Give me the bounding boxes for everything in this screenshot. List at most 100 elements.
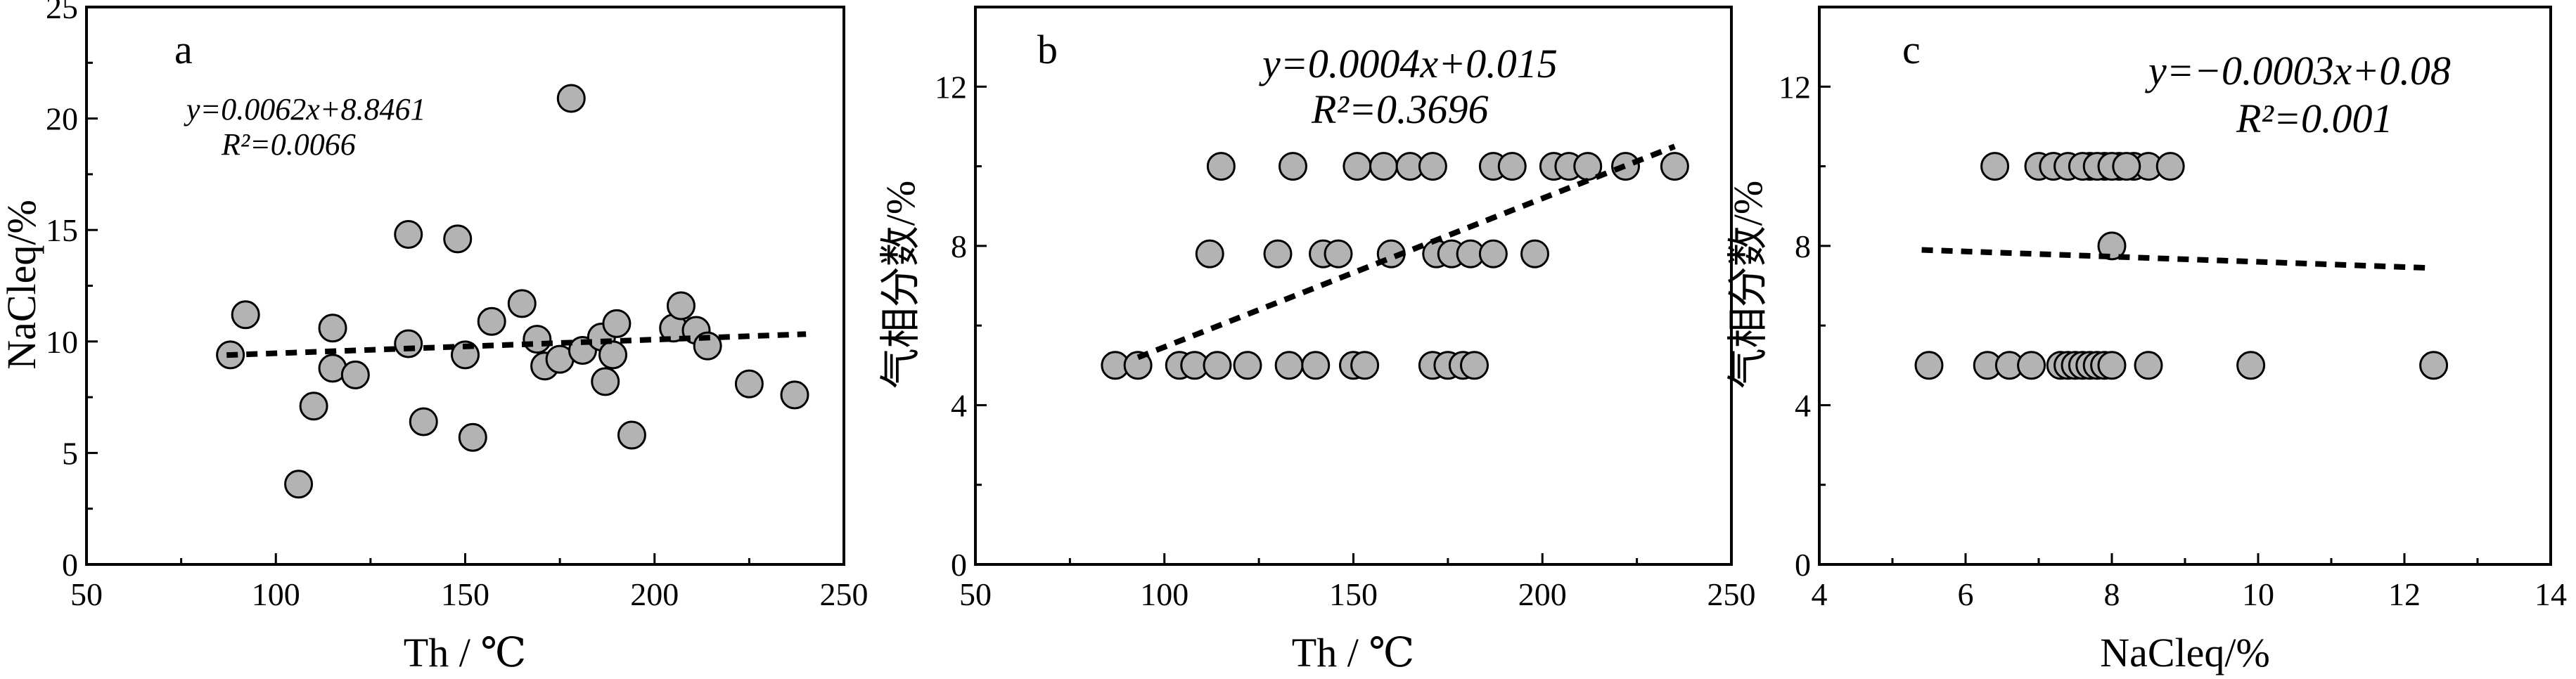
data-point-c bbox=[2112, 152, 2141, 181]
x-tick-label-c: 4 bbox=[1812, 576, 1828, 612]
data-point-b bbox=[1233, 351, 1262, 380]
scatter-points-c bbox=[1914, 152, 2449, 380]
scatter-points-b bbox=[1101, 152, 1689, 380]
x-tick-label-a: 100 bbox=[252, 576, 300, 612]
data-point-a bbox=[591, 367, 620, 396]
plot-frame-a bbox=[85, 6, 845, 566]
data-point-a bbox=[477, 306, 506, 336]
tick-group-a: 50 100 150 200 250 0 5 10 15 20 25 bbox=[46, 0, 869, 612]
x-tick-label-a: 150 bbox=[441, 576, 489, 612]
data-point-a bbox=[299, 392, 328, 421]
data-point-b bbox=[1123, 351, 1153, 380]
data-point-a bbox=[602, 309, 632, 338]
data-point-b bbox=[1520, 239, 1549, 269]
x-tick-label-a: 200 bbox=[630, 576, 679, 612]
data-point-a bbox=[284, 470, 314, 499]
y-tick-label-a: 5 bbox=[62, 435, 78, 471]
x-tick-label-c: 12 bbox=[2388, 576, 2421, 612]
data-point-c bbox=[2419, 351, 2449, 380]
y-tick-label-c: 0 bbox=[1795, 547, 1811, 583]
x-axis-title-c: NaCleq/% bbox=[2100, 630, 2270, 675]
data-point-c bbox=[2097, 351, 2127, 380]
data-point-b bbox=[1324, 239, 1353, 269]
data-point-b bbox=[1497, 152, 1527, 181]
data-point-b bbox=[1279, 152, 1307, 181]
trendline-group-a bbox=[226, 331, 807, 358]
r2-label-b: R²=0.3696 bbox=[1311, 86, 1488, 132]
y-tick-label-b: 0 bbox=[951, 547, 967, 583]
y-tick-label-c: 12 bbox=[1779, 69, 1811, 105]
panel-b: 50 100 150 200 250 0 4 8 12 b y=0.0004x+0.015 R²… bbox=[878, 6, 1756, 675]
x-tick-label-b: 200 bbox=[1518, 576, 1567, 612]
panel-letter-a: a bbox=[174, 27, 193, 72]
y-tick-label-a: 10 bbox=[46, 324, 78, 360]
data-point-a bbox=[394, 220, 423, 250]
y-tick-label-a: 25 bbox=[46, 0, 78, 25]
y-tick-label-b: 12 bbox=[935, 69, 967, 105]
data-point-b bbox=[1369, 152, 1398, 181]
trendline-a bbox=[226, 331, 807, 358]
data-point-a bbox=[734, 369, 764, 399]
data-point-a bbox=[666, 291, 696, 321]
data-point-a bbox=[617, 420, 646, 450]
y-axis-title-b: 气相分数/% bbox=[878, 181, 923, 389]
data-point-c bbox=[2155, 152, 2185, 181]
data-point-c bbox=[1980, 152, 2010, 181]
trendline-group-b bbox=[1136, 143, 1676, 361]
x-axis-title-b: Th / ℃ bbox=[1292, 630, 1414, 675]
data-point-c bbox=[2097, 231, 2127, 261]
data-point-a bbox=[409, 407, 438, 436]
equation-b: y=0.0004x+0.015 bbox=[1259, 41, 1558, 86]
data-point-a bbox=[598, 340, 628, 370]
data-point-b bbox=[1206, 152, 1236, 181]
y-tick-label-b: 8 bbox=[951, 228, 967, 264]
data-point-a bbox=[231, 300, 260, 330]
panel-letter-b: b bbox=[1037, 27, 1058, 72]
x-tick-label-c: 6 bbox=[1958, 576, 1974, 612]
data-point-a bbox=[340, 360, 370, 389]
data-point-b bbox=[1350, 351, 1380, 380]
data-point-b bbox=[1263, 239, 1293, 269]
data-point-b bbox=[1418, 152, 1447, 181]
x-tick-label-b: 100 bbox=[1140, 576, 1188, 612]
x-axis-title-a: Th / ℃ bbox=[404, 630, 526, 675]
r2-label-a: R²=0.0066 bbox=[221, 127, 356, 162]
data-point-a bbox=[394, 329, 423, 358]
x-tick-label-c: 14 bbox=[2535, 576, 2567, 612]
y-tick-label-a: 0 bbox=[62, 547, 78, 583]
panel-letter-c: c bbox=[1902, 27, 1921, 72]
trendline-group-c bbox=[1921, 247, 2427, 271]
y-axis-title-a: NaCleq/% bbox=[0, 200, 44, 370]
data-point-b bbox=[1195, 239, 1224, 269]
data-point-c bbox=[1914, 351, 1944, 380]
tick-group-b: 50 100 150 200 250 0 4 8 12 bbox=[935, 69, 1756, 612]
data-point-a bbox=[458, 422, 487, 452]
trendline-b bbox=[1136, 143, 1676, 361]
data-point-b bbox=[1478, 239, 1508, 269]
data-point-a bbox=[523, 325, 552, 354]
panel-a: 50 100 150 200 250 0 5 10 15 20 25 a y=0.0062x+8.8… bbox=[0, 0, 869, 675]
equation-a: y=0.0062x+8.8461 bbox=[184, 92, 425, 127]
y-tick-label-c: 8 bbox=[1795, 228, 1811, 264]
data-point-a bbox=[507, 289, 537, 318]
data-point-b bbox=[1660, 152, 1689, 181]
x-tick-label-c: 10 bbox=[2242, 576, 2274, 612]
data-point-c bbox=[2236, 351, 2266, 380]
data-point-a bbox=[780, 380, 809, 410]
data-point-c bbox=[2134, 351, 2163, 380]
data-point-c bbox=[2017, 351, 2046, 380]
y-axis-title-c: 气相分数/% bbox=[1725, 181, 1771, 389]
data-point-b bbox=[1611, 152, 1640, 181]
data-point-a bbox=[556, 84, 586, 113]
data-point-b bbox=[1203, 351, 1232, 380]
x-tick-label-b: 150 bbox=[1329, 576, 1378, 612]
data-point-a bbox=[318, 313, 347, 343]
data-point-b bbox=[1301, 351, 1331, 380]
y-tick-label-a: 15 bbox=[46, 212, 78, 248]
r2-label-c: R²=0.001 bbox=[2236, 96, 2392, 141]
x-tick-label-c: 8 bbox=[2104, 576, 2120, 612]
scatter-points-a bbox=[216, 84, 809, 499]
data-point-b bbox=[1460, 351, 1489, 380]
